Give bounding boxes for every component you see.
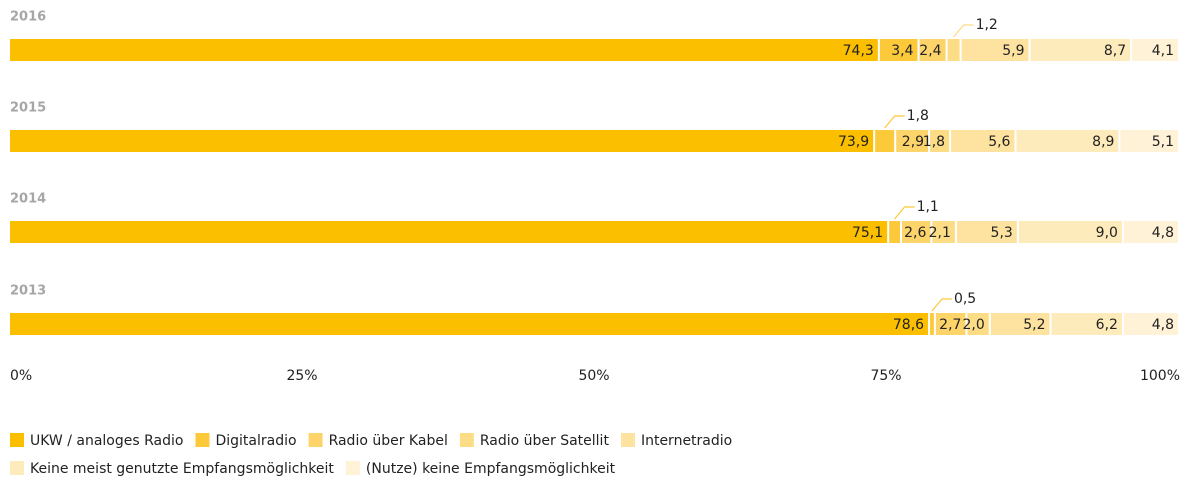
value-label: 3,4 xyxy=(891,43,913,59)
category-label: 2016 xyxy=(10,10,46,25)
bar-segment xyxy=(990,313,1050,335)
bar-segment xyxy=(930,130,950,152)
bar-segment xyxy=(875,130,895,152)
value-label: 2,0 xyxy=(963,317,985,333)
legend-label: UKW / analoges Radio xyxy=(30,433,183,449)
legend-swatch xyxy=(195,433,210,447)
value-label: 4,8 xyxy=(1152,317,1174,333)
legend-swatch xyxy=(459,433,474,447)
value-label: 75,1 xyxy=(852,225,883,241)
value-label: 5,9 xyxy=(1002,43,1024,59)
value-label: 78,6 xyxy=(893,317,924,333)
bar-segment xyxy=(932,221,955,243)
bar-segment xyxy=(889,221,901,243)
bar-segment xyxy=(1018,221,1122,243)
bar-segment xyxy=(1030,39,1131,61)
value-label: 6,2 xyxy=(1096,317,1118,333)
bar-segment xyxy=(10,221,888,243)
value-label: 74,3 xyxy=(843,43,874,59)
bar-segment xyxy=(10,39,878,61)
bar-segment xyxy=(961,39,1029,61)
bar-segment xyxy=(947,39,960,61)
value-label: 9,0 xyxy=(1096,225,1118,241)
x-tick-label: 75% xyxy=(870,368,901,384)
x-tick-label: 50% xyxy=(578,368,609,384)
value-label: 1,1 xyxy=(917,199,939,215)
bar-segment xyxy=(935,313,966,335)
legend-label: Internetradio xyxy=(641,433,732,449)
bar-segment xyxy=(902,221,931,243)
value-label: 1,8 xyxy=(907,108,929,124)
value-label: 2,9 xyxy=(902,134,924,150)
bar-segment xyxy=(967,313,989,335)
value-label: 2,4 xyxy=(919,43,941,59)
callout-line xyxy=(894,206,915,220)
legend-label: (Nutze) keine Empfangsmöglichkeit xyxy=(366,461,616,477)
legend-label: Radio über Satellit xyxy=(480,433,610,449)
legend-swatch xyxy=(10,433,24,447)
callout-line xyxy=(884,115,905,129)
x-tick-label: 0% xyxy=(10,368,32,384)
value-label: 0,5 xyxy=(954,291,976,307)
callout-line xyxy=(953,24,974,38)
value-label: 8,9 xyxy=(1092,134,1114,150)
legend-label: Digitalradio xyxy=(215,433,296,449)
legend-swatch xyxy=(620,433,635,447)
bar-segment xyxy=(1132,39,1178,61)
value-label: 2,6 xyxy=(904,225,926,241)
bar-segment xyxy=(1016,130,1119,152)
value-label: 1,8 xyxy=(923,134,945,150)
value-label: 5,1 xyxy=(1152,134,1174,150)
bar-segment xyxy=(919,39,946,61)
value-label: 1,2 xyxy=(976,17,998,33)
x-tick-label: 100% xyxy=(1140,368,1180,384)
bar-segment xyxy=(879,39,918,61)
callout-line xyxy=(931,298,952,312)
value-label: 5,3 xyxy=(991,225,1013,241)
bar-segment xyxy=(956,221,1017,243)
bar-segment xyxy=(896,130,929,152)
value-label: 2,7 xyxy=(939,317,961,333)
category-label: 2014 xyxy=(10,192,46,207)
bar-segment xyxy=(10,313,929,335)
bar-segment xyxy=(1123,313,1178,335)
legend-swatch xyxy=(345,461,360,475)
legend-label: Radio über Kabel xyxy=(329,433,448,449)
legend-label: Keine meist genutzte Empfangsmöglichkeit xyxy=(30,461,334,477)
legend-swatch xyxy=(308,433,323,447)
bar-segment xyxy=(951,130,1015,152)
category-label: 2015 xyxy=(10,101,46,116)
bar-segment xyxy=(1120,130,1178,152)
value-label: 73,9 xyxy=(838,134,869,150)
bar-segment xyxy=(1123,221,1178,243)
value-label: 4,8 xyxy=(1152,225,1174,241)
value-label: 8,7 xyxy=(1104,43,1126,59)
bar-segment xyxy=(930,313,934,335)
x-tick-label: 25% xyxy=(286,368,317,384)
category-label: 2013 xyxy=(10,284,46,299)
value-label: 5,6 xyxy=(988,134,1010,150)
bar-segment xyxy=(1051,313,1122,335)
value-label: 4,1 xyxy=(1152,43,1174,59)
value-label: 5,2 xyxy=(1023,317,1045,333)
bar-segment xyxy=(10,130,874,152)
value-label: 2,1 xyxy=(929,225,951,241)
legend-swatch xyxy=(10,461,24,475)
